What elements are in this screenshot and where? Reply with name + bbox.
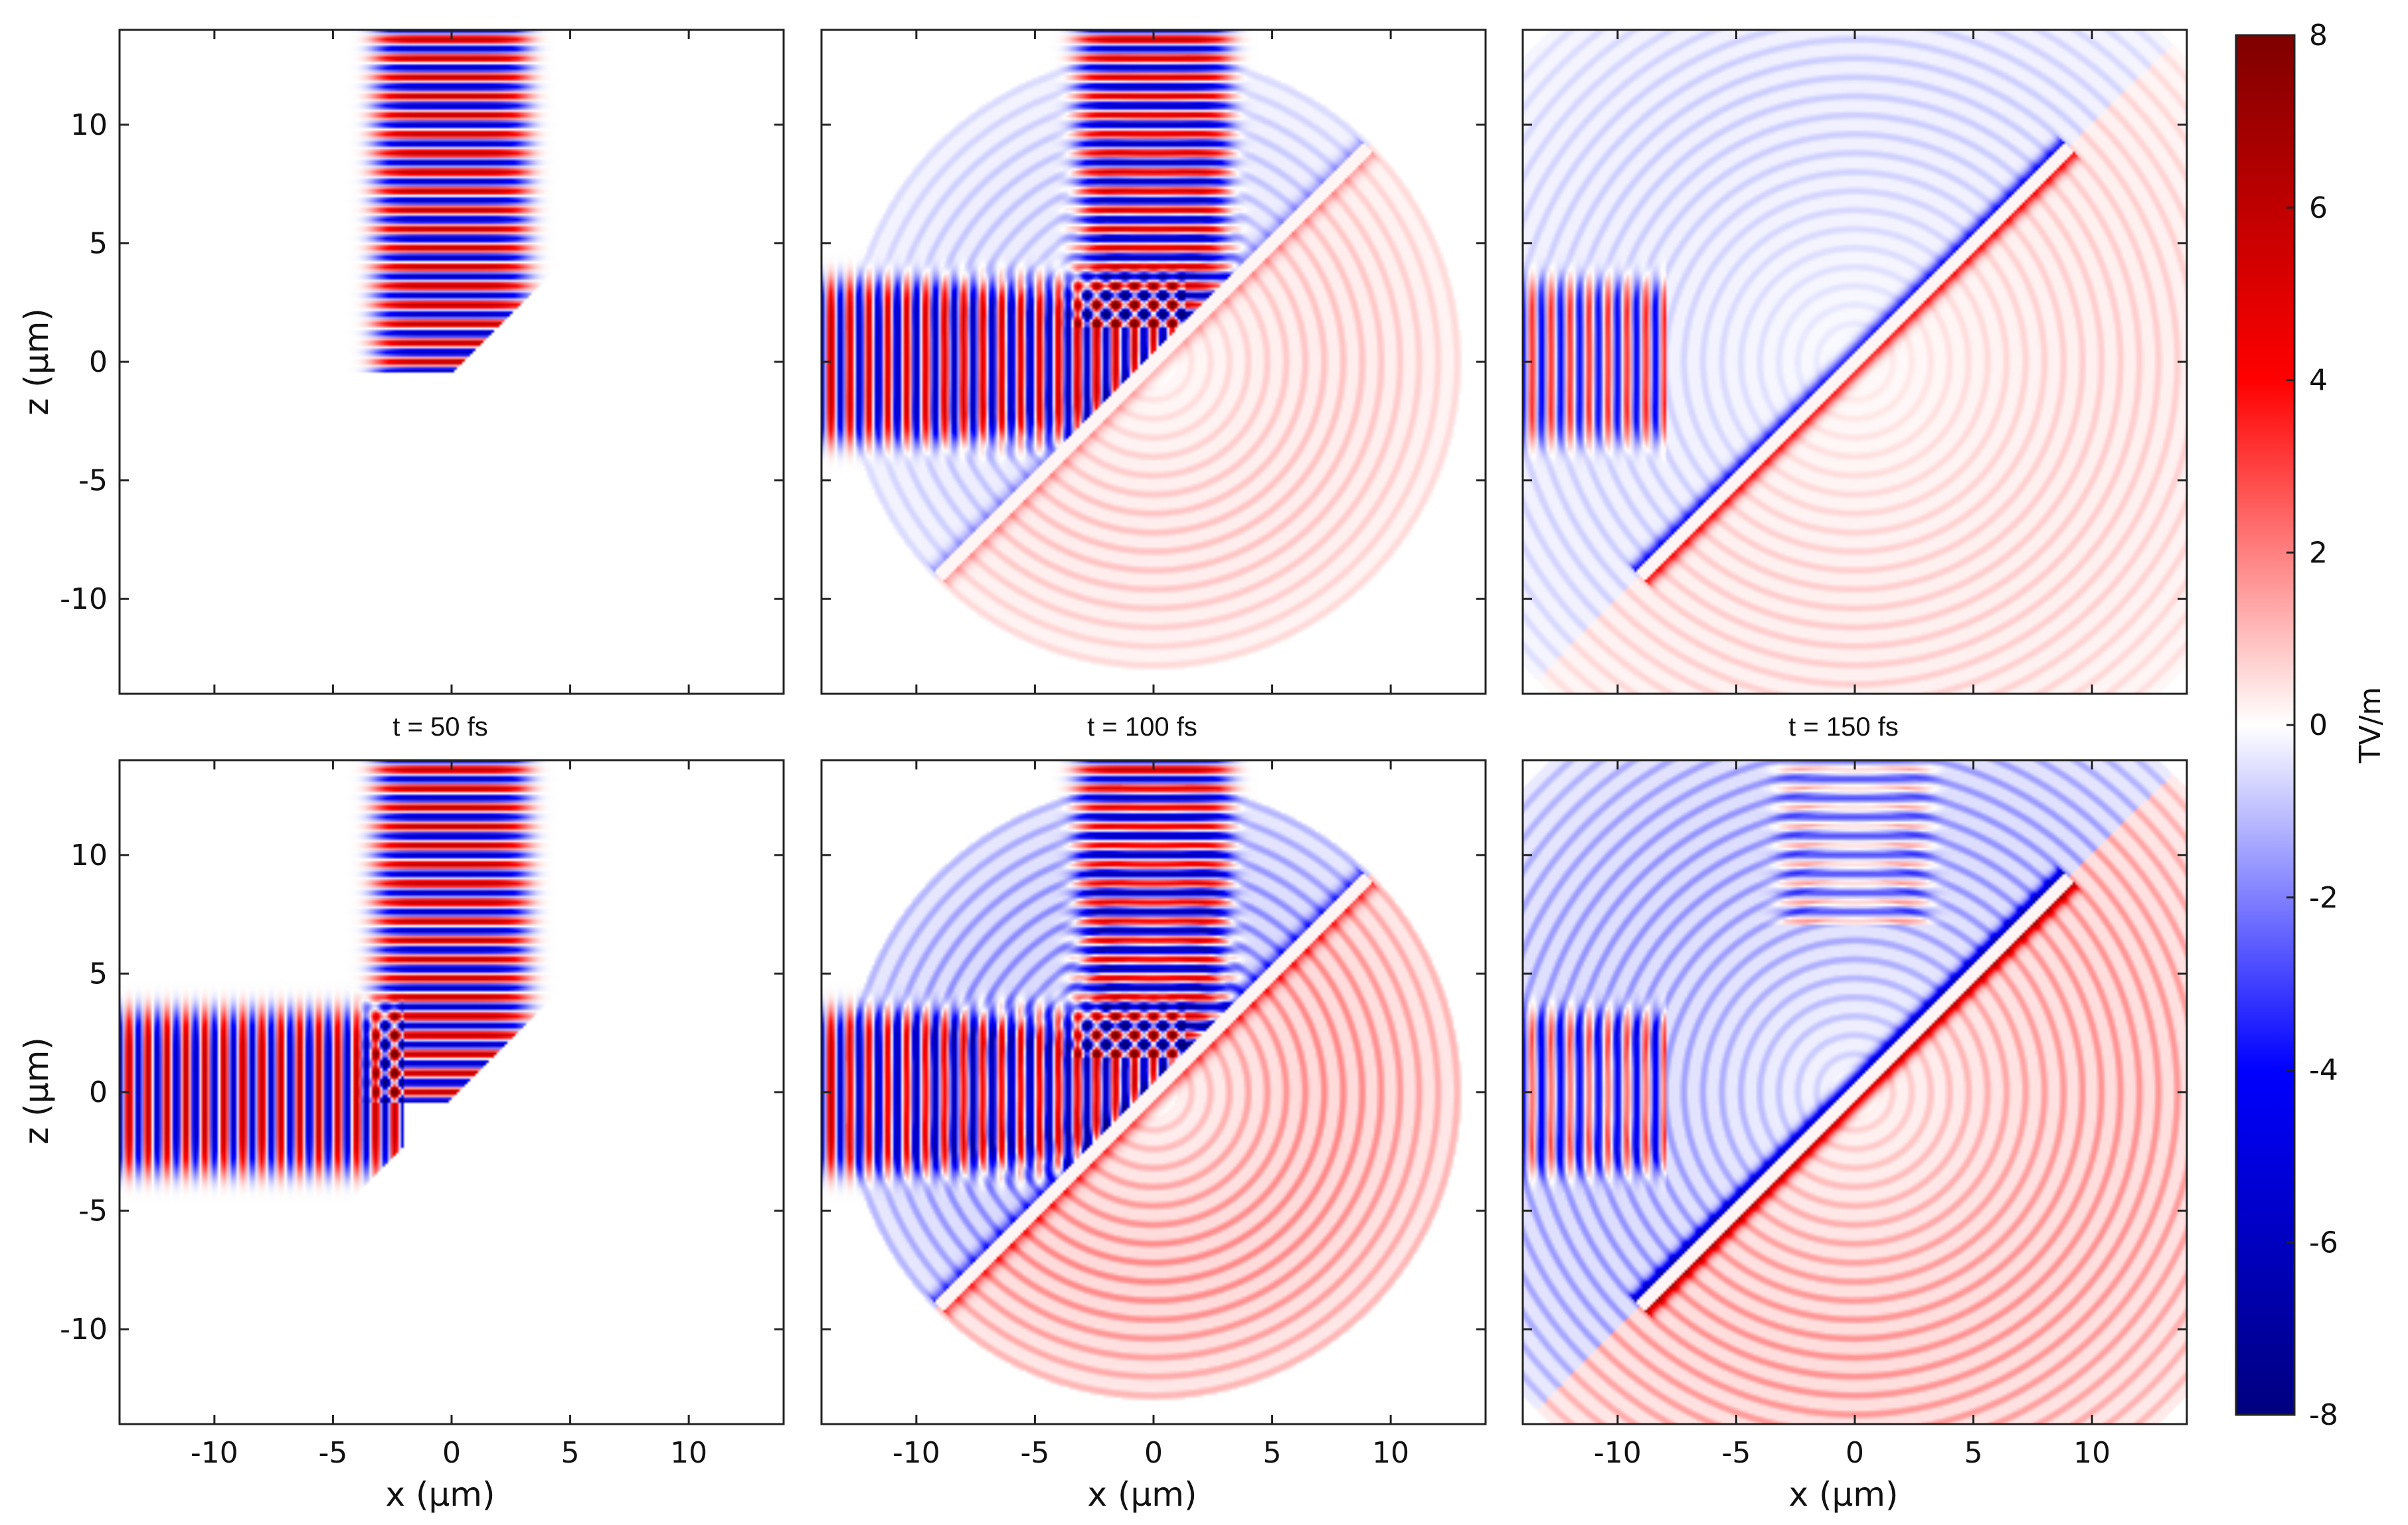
field-heatmap [120,30,784,694]
z-tick-label: 10 [70,108,108,142]
x-tick-label: 0 [1846,1436,1864,1470]
x-tick-label: -5 [1721,1436,1751,1470]
colorbar-tick-label: -8 [2309,1398,2338,1432]
colorbar-tick-label: -4 [2309,1054,2338,1087]
y-axis-label-bottom: z (μm) [17,1037,56,1145]
x-tick-label: 5 [561,1436,580,1470]
x-tick-label: 10 [1372,1436,1409,1470]
x-axis-label-2: x (μm) [1087,1475,1197,1514]
panel-r2-c1: -10 -5 0 5 10 -10 -5 0 5 10 [60,759,785,1470]
colorbar-bar [2235,34,2296,1416]
x-axis-label-1: x (μm) [385,1475,495,1514]
z-tick-label: 0 [89,1076,108,1109]
field-heatmap [120,760,784,1424]
x-tick-label: 10 [670,1436,707,1470]
z-tick-label: 5 [89,226,108,260]
x-tick-label: -10 [893,1436,940,1470]
z-tick-label: -5 [78,1194,108,1228]
x-tick-label: 0 [442,1436,461,1470]
z-tick-label: 5 [89,957,108,991]
panel-r1-c1: -10 -5 0 5 10 [60,29,785,695]
colorbar-tick-label: -2 [2309,881,2338,915]
z-tick-label: 0 [89,345,108,379]
x-tick-label: 0 [1144,1436,1163,1470]
column-title-3: t = 150 fs [1788,712,1899,742]
z-tick-label: -5 [78,464,108,498]
colorbar-tick-label: 4 [2309,364,2328,398]
colorbar-tick-label: -6 [2309,1226,2338,1259]
field-heatmap [821,30,1486,694]
colorbar-tick-label: 0 [2309,708,2328,742]
column-title-2: t = 100 fs [1087,712,1197,742]
field-heatmap [1523,760,2187,1424]
column-title-1: t = 50 fs [392,712,487,742]
x-tick-label: -5 [318,1436,347,1470]
z-tick-label: 10 [70,839,108,872]
x-axis-label-3: x (μm) [1788,1475,1898,1514]
x-tick-label: -10 [191,1436,238,1470]
z-tick-label: -10 [60,1313,108,1346]
colorbar-label: TV/m [2354,687,2387,764]
x-tick-label: -10 [1594,1436,1642,1470]
field-heatmap [1523,30,2187,694]
colorbar-ticks: 8 6 4 2 0 -2 -4 -6 -8 [2286,19,2338,1432]
x-tick-label: 5 [1263,1436,1282,1470]
colorbar-tick-label: 8 [2309,19,2328,52]
x-tick-label: -5 [1020,1436,1049,1470]
colorbar: 8 6 4 2 0 -2 -4 -6 -8 TV/m [2235,19,2387,1432]
colorbar-tick-label: 6 [2309,191,2328,225]
x-tick-label: 10 [2073,1436,2110,1470]
panel-r2-c2: -10 -5 0 5 10 [820,759,1487,1470]
x-tick-label: 5 [1964,1436,1983,1470]
panel-r1-c3 [1521,29,2188,695]
colorbar-tick-label: 2 [2309,536,2328,570]
y-axis-label-top: z (μm) [17,308,56,416]
panel-r1-c2 [820,29,1487,695]
panel-r2-c3: -10 -5 0 5 10 [1521,759,2188,1470]
z-tick-label: -10 [60,582,108,616]
field-heatmap [821,760,1486,1424]
